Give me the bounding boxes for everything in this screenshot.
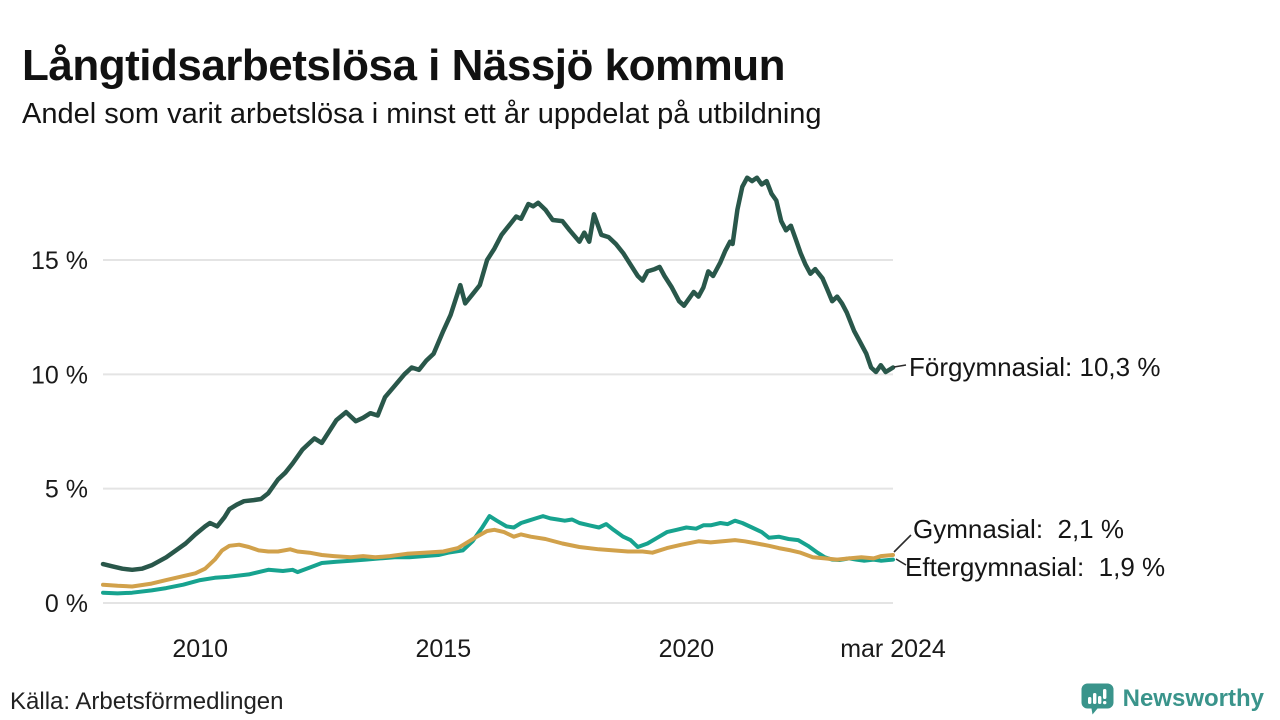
x-tick-label: mar 2024 [840, 635, 946, 663]
series-end-label-gymnasial: Gymnasial: 2,1 % [913, 514, 1124, 544]
y-tick-label: 0 % [45, 590, 88, 618]
leader-gymnasial [893, 534, 912, 553]
newsworthy-logo[interactable]: Newsworthy [1080, 682, 1264, 715]
x-tick-label: 2015 [415, 635, 471, 663]
series-line-eftergymnasial [101, 514, 895, 596]
leader-eftergymnasial [895, 558, 907, 566]
bar-chart-speech-bubble-icon [1081, 683, 1114, 715]
brand-name: Newsworthy [1122, 684, 1264, 712]
x-tick-label: 2010 [172, 635, 228, 663]
source-note: Källa: Arbetsförmedlingen [10, 688, 284, 715]
x-tick-label: 2020 [659, 635, 715, 663]
series-end-label-forgymnasial: Förgymnasial: 10,3 % [909, 352, 1161, 382]
y-tick-label: 15 % [31, 247, 88, 275]
series-line-gymnasial [101, 527, 895, 589]
series-end-label-eftergymnasial: Eftergymnasial: 1,9 % [905, 552, 1166, 582]
series-line-förgymnasial [100, 175, 896, 573]
page-title: Långtidsarbetslösa i Nässjö kommun [22, 41, 785, 91]
chart-subtitle: Andel som varit arbetslösa i minst ett å… [22, 98, 822, 130]
y-tick-label: 10 % [31, 361, 88, 389]
y-tick-label: 5 % [45, 476, 88, 504]
leader-forgymnasial [893, 364, 907, 368]
